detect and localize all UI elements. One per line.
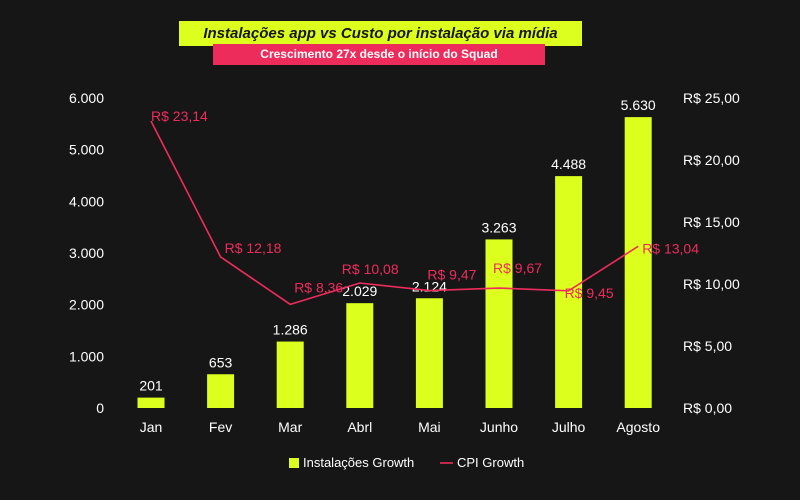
chart-title: Instalações app vs Custo por instalação …: [179, 21, 582, 46]
x-tick-label: Jan: [140, 419, 163, 435]
bar-fev: [207, 374, 235, 408]
cpi-point-label: R$ 23,14: [151, 108, 208, 124]
bar-julho: [555, 176, 583, 408]
bar-junho: [485, 239, 513, 408]
cpi-point-label: R$ 9,45: [565, 285, 614, 301]
bar-jan: [137, 397, 165, 408]
x-tick-label: Fev: [209, 419, 232, 435]
x-tick-label: Abrl: [347, 419, 372, 435]
cpi-point-label: R$ 9,67: [493, 260, 542, 276]
cpi-point-label: R$ 10,08: [342, 261, 399, 277]
y-left-tick-label: 2.000: [69, 297, 104, 313]
legend-bar-swatch: [289, 458, 299, 468]
y-left-tick-label: 1.000: [69, 348, 104, 364]
cpi-point-label: R$ 13,04: [642, 240, 699, 256]
y-right-tick-label: R$ 5,00: [683, 338, 732, 354]
y-right-tick-label: R$ 15,00: [683, 214, 740, 230]
x-tick-label: Mai: [418, 419, 441, 435]
y-right-tick-label: R$ 20,00: [683, 152, 740, 168]
bar-value-label: 1.286: [273, 322, 308, 338]
y-left-tick-label: 0: [96, 400, 104, 416]
bar-value-label: 4.488: [551, 156, 586, 172]
bar-mar: [276, 341, 304, 408]
x-tick-label: Junho: [480, 419, 518, 435]
y-left-tick-label: 6.000: [69, 90, 104, 106]
bar-value-label: 5.630: [621, 97, 656, 113]
bar-value-label: 2.029: [342, 283, 377, 299]
cpi-point-label: R$ 9,47: [427, 267, 476, 283]
chart-subtitle: Crescimento 27x desde o início do Squad: [213, 44, 545, 65]
cpi-point-label: R$ 12,18: [225, 240, 282, 256]
legend-line-label: CPI Growth: [457, 455, 524, 470]
x-tick-label: Mar: [278, 419, 302, 435]
y-left-tick-label: 4.000: [69, 193, 104, 209]
bar-value-label: 3.263: [481, 219, 516, 235]
y-right-tick-label: R$ 10,00: [683, 276, 740, 292]
bar-mai: [415, 298, 443, 408]
y-right-tick-label: R$ 0,00: [683, 400, 732, 416]
bar-abrl: [346, 303, 374, 408]
cpi-line: [150, 120, 639, 306]
x-tick-label: Agosto: [616, 419, 660, 435]
x-tick-label: Julho: [552, 419, 586, 435]
bar-agosto: [624, 117, 652, 408]
legend-bar-label: Instalações Growth: [303, 455, 414, 470]
cpi-point-label: R$ 8,36: [294, 279, 343, 295]
y-left-tick-label: 5.000: [69, 142, 104, 158]
bar-value-label: 653: [209, 354, 233, 370]
y-right-tick-label: R$ 25,00: [683, 90, 740, 106]
y-left-tick-label: 3.000: [69, 245, 104, 261]
bar-value-label: 201: [139, 378, 163, 394]
